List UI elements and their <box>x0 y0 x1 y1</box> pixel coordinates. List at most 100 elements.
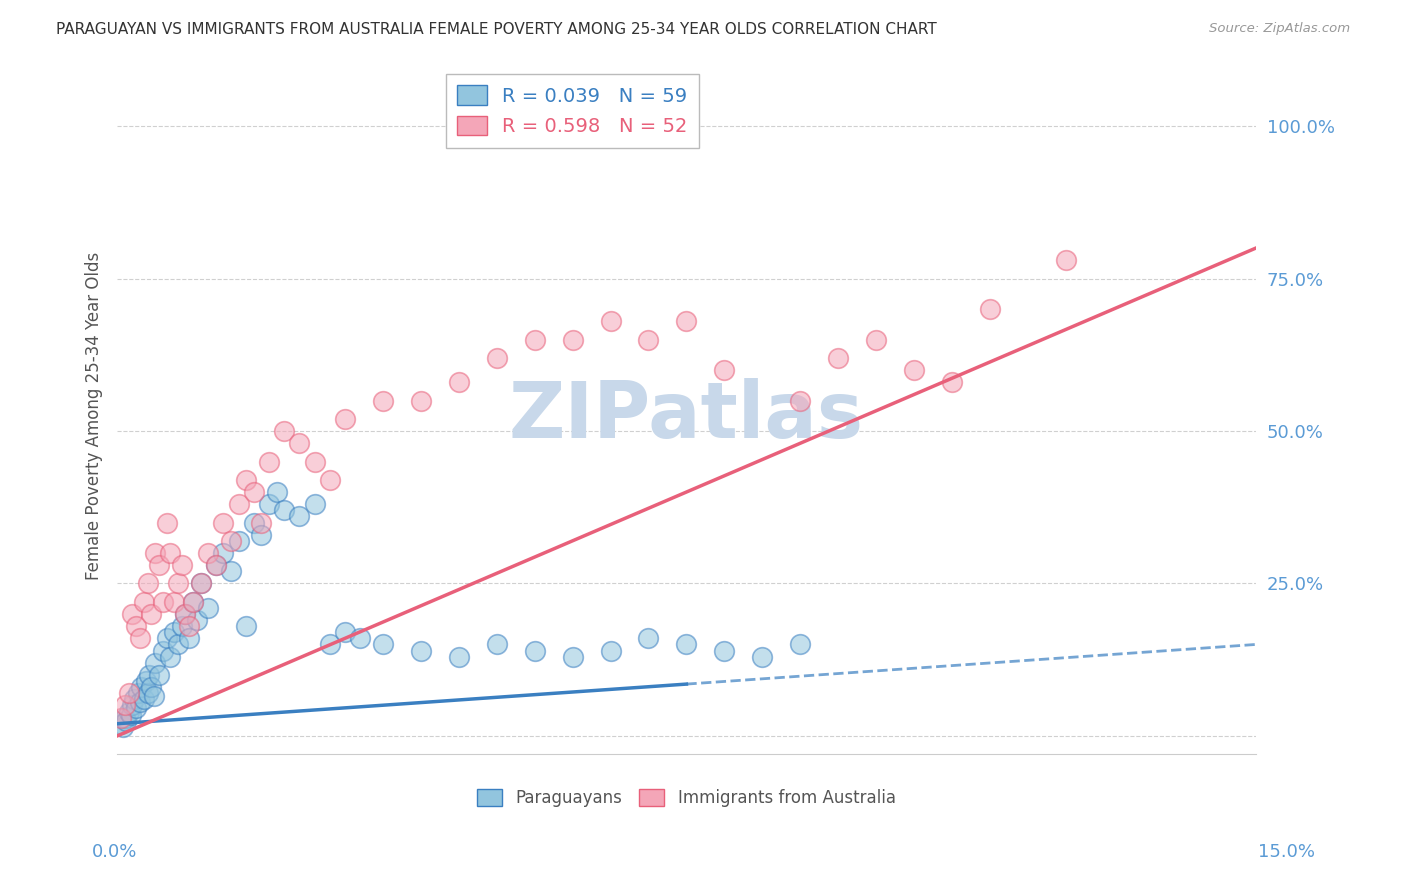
Point <box>159 649 181 664</box>
Point <box>197 546 219 560</box>
Point <box>257 497 280 511</box>
Point <box>205 558 228 573</box>
Point <box>148 668 170 682</box>
Point <box>212 546 235 560</box>
Point <box>117 705 139 719</box>
Point <box>789 393 811 408</box>
Point <box>114 698 136 713</box>
Point <box>219 564 242 578</box>
Point <box>159 546 181 560</box>
Point <box>789 637 811 651</box>
Point <box>523 333 546 347</box>
Point <box>751 649 773 664</box>
Point <box>561 649 583 664</box>
Point <box>141 680 163 694</box>
Point <box>288 509 311 524</box>
Point <box>266 485 288 500</box>
Point <box>138 668 160 682</box>
Point <box>122 692 145 706</box>
Point <box>143 546 166 560</box>
Point <box>219 533 242 548</box>
Point <box>599 314 621 328</box>
Point <box>136 686 159 700</box>
Point <box>129 695 152 709</box>
Point <box>163 625 186 640</box>
Point <box>152 643 174 657</box>
Point <box>152 595 174 609</box>
Point <box>979 302 1001 317</box>
Point <box>333 625 356 640</box>
Point <box>371 393 394 408</box>
Point <box>148 558 170 573</box>
Point <box>181 595 204 609</box>
Point <box>903 363 925 377</box>
Point <box>637 333 659 347</box>
Point <box>143 656 166 670</box>
Point <box>827 351 849 365</box>
Point <box>599 643 621 657</box>
Point <box>205 558 228 573</box>
Point <box>250 516 273 530</box>
Point <box>349 632 371 646</box>
Point <box>865 333 887 347</box>
Point <box>120 707 142 722</box>
Point <box>561 333 583 347</box>
Point <box>409 393 432 408</box>
Point <box>250 527 273 541</box>
Point <box>125 701 148 715</box>
Point <box>235 619 257 633</box>
Point <box>318 637 340 651</box>
Point <box>190 576 212 591</box>
Point <box>170 558 193 573</box>
Point <box>174 607 197 621</box>
Point <box>179 619 201 633</box>
Point <box>121 607 143 621</box>
Point <box>167 576 190 591</box>
Point <box>115 714 138 728</box>
Point <box>304 454 326 468</box>
Point <box>142 690 165 704</box>
Point <box>228 497 250 511</box>
Point <box>132 692 155 706</box>
Point <box>125 619 148 633</box>
Point <box>179 632 201 646</box>
Point <box>163 595 186 609</box>
Point <box>273 424 295 438</box>
Point <box>371 637 394 651</box>
Point <box>110 711 132 725</box>
Point <box>186 613 208 627</box>
Point <box>1054 253 1077 268</box>
Point <box>114 711 136 725</box>
Point <box>135 674 157 689</box>
Point <box>243 485 266 500</box>
Text: 0.0%: 0.0% <box>91 843 136 861</box>
Point <box>318 473 340 487</box>
Text: PARAGUAYAN VS IMMIGRANTS FROM AUSTRALIA FEMALE POVERTY AMONG 25-34 YEAR OLDS COR: PARAGUAYAN VS IMMIGRANTS FROM AUSTRALIA … <box>56 22 936 37</box>
Point <box>713 643 735 657</box>
Point <box>273 503 295 517</box>
Point <box>131 680 153 694</box>
Point <box>713 363 735 377</box>
Point <box>121 698 143 713</box>
Point <box>485 351 508 365</box>
Point <box>132 595 155 609</box>
Point <box>675 314 697 328</box>
Point <box>675 637 697 651</box>
Point <box>243 516 266 530</box>
Point <box>333 412 356 426</box>
Point <box>170 619 193 633</box>
Point <box>409 643 432 657</box>
Point <box>127 686 149 700</box>
Point <box>167 637 190 651</box>
Point <box>523 643 546 657</box>
Text: 15.0%: 15.0% <box>1257 843 1315 861</box>
Point <box>112 720 135 734</box>
Point <box>941 376 963 390</box>
Point <box>257 454 280 468</box>
Point <box>637 632 659 646</box>
Point <box>117 686 139 700</box>
Point <box>181 595 204 609</box>
Point <box>197 600 219 615</box>
Text: ZIPatlas: ZIPatlas <box>509 378 863 454</box>
Point <box>155 632 177 646</box>
